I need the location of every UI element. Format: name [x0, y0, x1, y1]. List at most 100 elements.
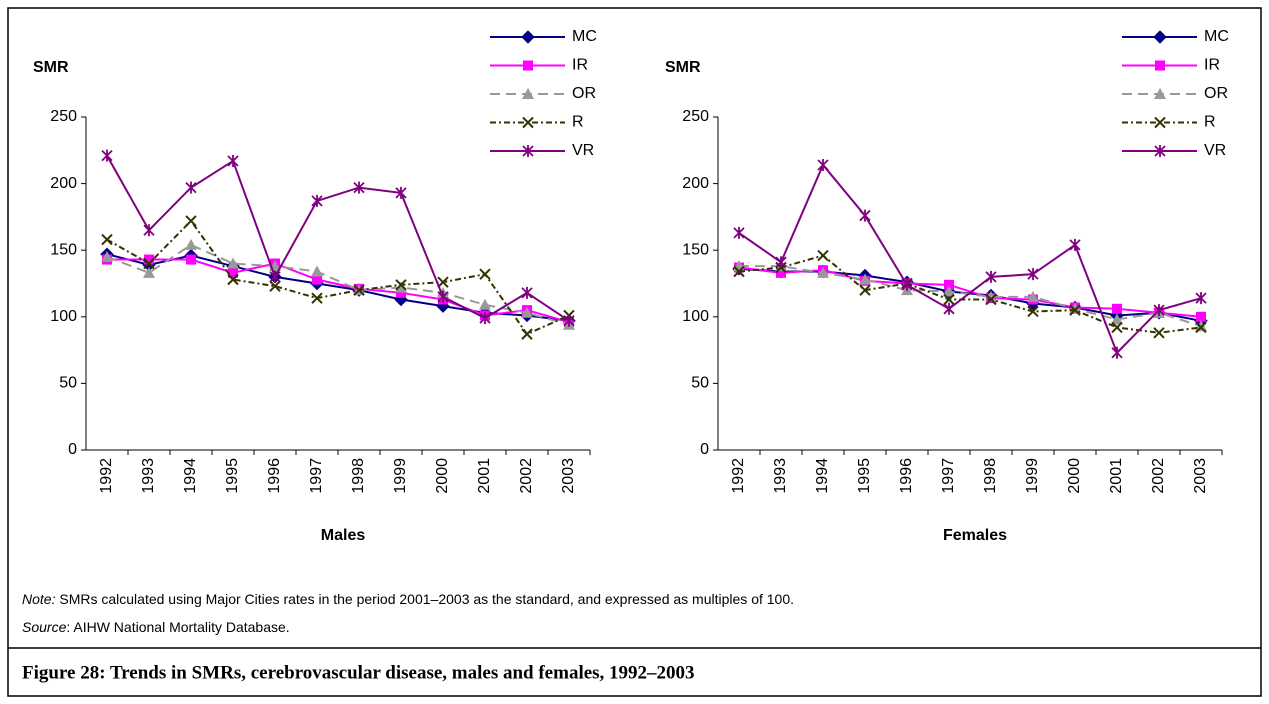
- y-tick-label: 0: [68, 441, 77, 458]
- marker: [101, 233, 113, 246]
- source: Source: AIHW National Mortality Database…: [22, 619, 290, 635]
- x-tick-label: 2002: [518, 458, 535, 494]
- marker: [479, 298, 491, 310]
- marker: [1153, 30, 1167, 44]
- x-tick-label: 1996: [898, 458, 915, 494]
- frame: [7, 7, 1262, 697]
- y-tick-label: 250: [682, 108, 709, 125]
- y-tick-label: 150: [682, 241, 709, 258]
- marker: [143, 224, 155, 237]
- x-tick-label: 2003: [1192, 458, 1209, 494]
- marker: [563, 314, 575, 327]
- marker: [733, 226, 745, 239]
- x-tick-label: 1998: [982, 458, 999, 494]
- marker: [395, 186, 407, 199]
- series-line: [738, 163, 1202, 355]
- source-text: : AIHW National Mortality Database.: [66, 619, 289, 635]
- marker: [1111, 321, 1123, 334]
- marker: [522, 116, 534, 129]
- source-label: Source: [22, 619, 67, 635]
- marker: [1195, 320, 1207, 332]
- marker: [269, 280, 281, 292]
- y-tick-label: 100: [682, 308, 709, 325]
- marker: [227, 154, 239, 167]
- marker: [311, 292, 323, 304]
- marker: [311, 265, 323, 277]
- marker: [522, 88, 534, 99]
- marker: [144, 254, 154, 265]
- marker: [859, 273, 871, 285]
- series-line: [106, 219, 570, 336]
- marker: [1195, 292, 1207, 305]
- x-tick-label: 2001: [476, 458, 493, 494]
- marker: [943, 302, 955, 315]
- marker: [521, 30, 535, 44]
- x-tick-label: 1992: [98, 458, 115, 494]
- legend-label: OR: [572, 85, 596, 102]
- marker: [227, 273, 239, 286]
- marker: [186, 254, 196, 265]
- x-tick-label: 1999: [1024, 458, 1041, 494]
- marker: [353, 284, 365, 296]
- legend-label: R: [1204, 114, 1216, 131]
- marker: [395, 281, 407, 293]
- legend-label: VR: [1204, 142, 1226, 159]
- marker: [101, 250, 113, 262]
- legend-label: OR: [1204, 85, 1228, 102]
- marker: [521, 328, 533, 340]
- marker: [396, 287, 406, 298]
- x-tick-label: 1994: [814, 458, 831, 494]
- series-line: [739, 265, 1202, 328]
- series-line: [738, 254, 1202, 334]
- marker: [395, 279, 407, 291]
- series-line: [738, 266, 1202, 318]
- x-tick-label: 2001: [1108, 458, 1125, 494]
- marker: [985, 270, 997, 283]
- marker: [437, 290, 449, 303]
- legend-label: IR: [1204, 57, 1220, 74]
- marker: [817, 158, 829, 171]
- marker: [1153, 304, 1165, 317]
- marker: [733, 265, 745, 278]
- x-tick-label: 1993: [140, 458, 157, 494]
- x-tick-label: 2000: [1066, 458, 1083, 494]
- marker: [353, 181, 365, 194]
- marker: [1154, 88, 1166, 99]
- y-tick-label: 0: [700, 441, 709, 458]
- marker: [775, 256, 787, 269]
- marker: [143, 257, 155, 270]
- marker: [1112, 303, 1122, 314]
- y-axis-title: SMR: [665, 59, 701, 76]
- marker: [1069, 304, 1081, 316]
- x-tick-label: 1995: [856, 458, 873, 494]
- x-tick-label: 1996: [266, 458, 283, 494]
- x-tick-label: 2003: [560, 458, 577, 494]
- marker: [1196, 311, 1206, 322]
- x-tick-label: 1997: [940, 458, 957, 494]
- x-tick-label: 1999: [392, 458, 409, 494]
- y-tick-label: 50: [691, 375, 709, 392]
- marker: [1154, 116, 1166, 129]
- marker: [901, 278, 913, 291]
- x-tick-label: 1997: [308, 458, 325, 494]
- series-line: [107, 258, 570, 324]
- legend-label: MC: [572, 28, 597, 45]
- marker: [521, 286, 533, 299]
- marker: [312, 274, 322, 285]
- marker: [943, 293, 955, 306]
- marker: [1111, 313, 1123, 325]
- series-line: [106, 253, 570, 322]
- y-tick-label: 150: [50, 241, 77, 258]
- marker: [1027, 268, 1039, 281]
- y-tick-label: 250: [50, 108, 77, 125]
- x-axis-title: Males: [321, 527, 366, 544]
- y-axis-title: SMR: [33, 59, 69, 76]
- x-tick-label: 1995: [224, 458, 241, 494]
- marker: [185, 238, 197, 250]
- marker: [1111, 346, 1123, 359]
- marker: [817, 249, 829, 262]
- marker: [479, 312, 491, 325]
- y-tick-label: 200: [50, 175, 77, 192]
- x-tick-label: 1994: [182, 458, 199, 494]
